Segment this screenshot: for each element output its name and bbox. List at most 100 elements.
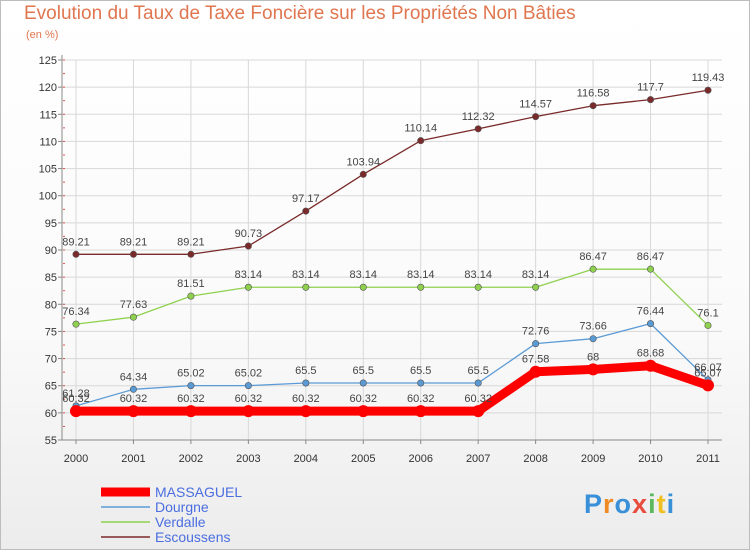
data-label-massaguel: 60.32	[350, 393, 378, 405]
logo-letter: x	[632, 489, 649, 519]
data-label-dourgne: 65.5	[467, 365, 488, 377]
data-label-verdalle: 83.14	[292, 269, 320, 281]
data-label-massaguel: 60.32	[120, 393, 148, 405]
data-label-massaguel: 65.07	[694, 367, 722, 379]
data-point-verdalle	[704, 321, 712, 329]
data-point-massaguel	[414, 405, 427, 418]
y-minor-tick	[63, 330, 65, 332]
logo-letter: i	[666, 489, 676, 519]
data-label-verdalle: 83.14	[464, 269, 492, 281]
data-label-verdalle: 81.51	[177, 278, 205, 290]
y-minor-tick	[63, 249, 65, 251]
data-point-massaguel	[357, 405, 370, 418]
y-minor-tick	[63, 398, 65, 400]
data-point-massaguel	[472, 405, 485, 418]
data-point-escoussens	[647, 96, 655, 104]
data-label-massaguel: 60.32	[177, 393, 205, 405]
data-point-verdalle	[589, 265, 597, 273]
data-point-verdalle	[302, 283, 310, 291]
data-point-verdalle	[647, 265, 655, 273]
y-tick-label-120: 120	[39, 82, 57, 94]
data-point-dourgne	[302, 379, 310, 387]
y-tick-label-110: 110	[39, 136, 57, 148]
legend-label-verdalle: Verdalle	[155, 514, 206, 530]
x-tick-label-2005: 2005	[351, 453, 375, 465]
data-point-massaguel	[529, 365, 542, 378]
proxiti-logo: Proxiti	[584, 489, 675, 520]
data-point-escoussens	[187, 250, 195, 258]
data-label-escoussens: 97.17	[292, 193, 320, 205]
series-line-escoussens	[76, 89, 709, 255]
y-minor-tick	[63, 371, 65, 373]
data-label-verdalle: 86.47	[637, 251, 665, 263]
data-label-escoussens: 112.32	[462, 111, 495, 123]
data-point-verdalle	[474, 283, 482, 291]
data-label-massaguel: 68	[587, 351, 599, 363]
y-tick-label-125: 125	[39, 55, 57, 67]
data-point-dourgne	[417, 379, 425, 387]
y-tick-label-55: 55	[45, 435, 57, 447]
data-label-escoussens: 117.7	[637, 82, 664, 94]
x-tick-label-2004: 2004	[294, 453, 318, 465]
y-minor-tick	[63, 235, 65, 237]
y-minor-tick	[63, 140, 65, 142]
y-tick-label-90: 90	[45, 245, 57, 257]
data-label-verdalle: 77.63	[120, 299, 148, 311]
data-label-verdalle: 83.14	[235, 269, 263, 281]
data-point-massaguel	[299, 405, 312, 418]
data-point-verdalle	[532, 283, 540, 291]
y-minor-tick	[63, 425, 65, 427]
y-minor-tick	[63, 86, 65, 88]
data-point-massaguel	[242, 405, 255, 418]
data-label-dourgne: 72.76	[522, 326, 550, 338]
data-label-verdalle: 76.1	[697, 307, 718, 319]
data-point-dourgne	[129, 385, 137, 393]
y-minor-tick	[63, 344, 65, 346]
y-minor-tick	[63, 412, 65, 414]
data-point-dourgne	[647, 320, 655, 328]
data-point-dourgne	[244, 382, 252, 390]
y-minor-tick	[63, 113, 65, 115]
y-tick-label-95: 95	[45, 218, 57, 230]
data-label-escoussens: 119.43	[692, 72, 725, 84]
data-point-verdalle	[417, 283, 425, 291]
data-label-escoussens: 89.21	[120, 236, 148, 248]
y-minor-tick	[63, 181, 65, 183]
x-tick-label-2010: 2010	[638, 453, 662, 465]
data-label-verdalle: 76.34	[62, 306, 90, 318]
y-tick-label-60: 60	[45, 408, 57, 420]
data-label-dourgne: 65.5	[410, 365, 431, 377]
y-minor-tick	[63, 303, 65, 305]
grid	[62, 59, 722, 441]
y-minor-tick	[63, 59, 65, 61]
data-label-verdalle: 83.14	[522, 269, 550, 281]
data-label-dourgne: 65.5	[353, 365, 374, 377]
x-tick-label-2009: 2009	[581, 453, 605, 465]
y-minor-tick	[63, 127, 65, 129]
data-point-verdalle	[129, 313, 137, 321]
y-minor-tick	[63, 358, 65, 360]
x-tick-label-2011: 2011	[696, 453, 720, 465]
data-label-escoussens: 114.57	[519, 99, 552, 111]
data-label-massaguel: 67.58	[522, 354, 550, 366]
y-tick-label-105: 105	[39, 164, 57, 176]
data-point-escoussens	[244, 242, 252, 250]
y-minor-tick	[63, 263, 65, 265]
data-label-massaguel: 60.32	[407, 393, 435, 405]
data-point-escoussens	[417, 137, 425, 145]
x-tick-label-2006: 2006	[408, 453, 432, 465]
y-minor-tick	[63, 317, 65, 319]
series-layer	[70, 86, 714, 418]
data-point-verdalle	[72, 320, 80, 328]
data-point-dourgne	[187, 382, 195, 390]
data-label-massaguel: 60.32	[292, 393, 320, 405]
data-point-massaguel	[644, 359, 657, 372]
axes: 55 60 65 70 75 80 85 90 95 100 105 110 115 120 125 2000…	[39, 55, 722, 465]
data-label-escoussens: 89.21	[177, 236, 205, 248]
data-point-escoussens	[72, 250, 80, 258]
data-point-dourgne	[359, 379, 367, 387]
x-tick-label-2003: 2003	[236, 453, 260, 465]
data-point-verdalle	[187, 292, 195, 300]
